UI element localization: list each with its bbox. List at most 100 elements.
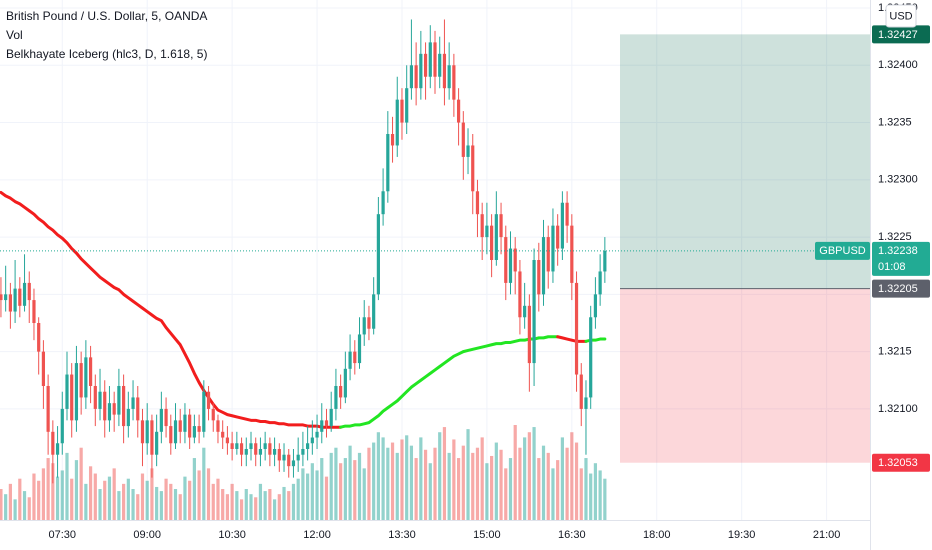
candle-body [508, 248, 513, 283]
volume-bar [254, 497, 258, 520]
candle-body [27, 282, 31, 301]
candle-body [8, 294, 12, 312]
candle-body [466, 145, 470, 157]
volume-bar [405, 435, 409, 520]
volume-bar [513, 425, 517, 520]
volume-bar [88, 466, 93, 520]
volume-bar [593, 463, 598, 520]
candle-body [145, 420, 149, 444]
volume-bar [18, 478, 22, 520]
volume-bar [122, 483, 126, 520]
volume-bar [60, 470, 64, 520]
x-tick-label: 18:00 [643, 529, 671, 541]
volume-bar [268, 489, 272, 520]
volume-bar [579, 468, 583, 520]
candle-body [173, 420, 178, 444]
volume-bar [188, 480, 192, 520]
x-tick-label: 12:00 [303, 529, 331, 541]
candle-body [164, 408, 168, 427]
volume-bar [518, 447, 522, 520]
volume-bar [55, 476, 60, 520]
volume-bar [46, 458, 50, 520]
x-tick-label: 16:30 [558, 529, 586, 541]
candle-body [22, 282, 27, 306]
candle-body [324, 420, 329, 427]
last-price-label: 1.32238 [878, 245, 918, 257]
candle-body [51, 431, 55, 455]
candle-body [438, 53, 442, 77]
volume-bar [197, 470, 201, 520]
candle-body [320, 420, 324, 432]
candle-body [230, 443, 234, 449]
volume-bar [362, 468, 366, 520]
currency-label[interactable]: USD [889, 10, 912, 22]
candle-body [574, 282, 579, 375]
candle-body [88, 357, 93, 386]
candle-body [490, 225, 494, 260]
volume-bar [178, 494, 182, 520]
volume-bar [22, 491, 27, 520]
volume-bar [117, 491, 121, 520]
loss-zone [620, 288, 870, 463]
volume-bar [225, 494, 230, 520]
volume-bar [537, 458, 541, 520]
entry-tag [872, 279, 930, 298]
candle-body [70, 374, 74, 421]
candle-body [541, 237, 546, 295]
volume-bar [79, 447, 83, 520]
volume-bar [296, 478, 300, 520]
volume-bar [136, 494, 140, 520]
volume-bar [221, 489, 225, 520]
volume-bar [603, 478, 607, 520]
volume-bar [433, 447, 437, 520]
candle-body [499, 214, 503, 238]
candle-body [390, 134, 395, 146]
candle-body [409, 65, 414, 89]
candle-body [254, 443, 258, 455]
volume-bar [27, 497, 31, 520]
volume-bar [315, 470, 319, 520]
volume-bar [584, 458, 588, 520]
volume-bar [244, 489, 248, 520]
volume-bar [277, 494, 281, 520]
candle-body [263, 443, 267, 449]
x-tick-label: 10:30 [218, 529, 246, 541]
volume-bar [263, 491, 267, 520]
candle-body [461, 122, 465, 157]
volume-bar [291, 483, 296, 520]
candle-body [357, 334, 362, 364]
volume-bar [230, 483, 234, 520]
candle-body [339, 385, 343, 398]
volume-bar [386, 447, 390, 520]
entry-label: 1.32205 [878, 283, 918, 295]
volume-bar [155, 486, 159, 520]
indicator-line [556, 335, 588, 343]
volume-bar [206, 468, 211, 520]
volume-bar [32, 473, 36, 520]
candle-body [532, 260, 536, 364]
currency-button[interactable] [885, 4, 917, 28]
candle-body [433, 42, 437, 77]
candle-body [79, 363, 83, 398]
candle-body [268, 443, 272, 455]
volume-bar [41, 468, 46, 520]
volume-bar [202, 447, 206, 520]
y-tick-label: 1.3235 [878, 116, 912, 128]
candle-body [456, 99, 461, 123]
indicator-line [0, 190, 343, 429]
plot-area [0, 0, 870, 520]
volume-bar [126, 478, 130, 520]
volume-bar [570, 432, 574, 520]
volume-bar [494, 442, 498, 520]
candle-body [239, 443, 244, 455]
candle-body [272, 448, 277, 455]
volume-bar [461, 445, 465, 520]
volume-bar [546, 452, 550, 520]
volume-bar [452, 439, 456, 520]
candle-body [414, 65, 418, 89]
volume-bar [372, 442, 376, 520]
volume-bar [357, 452, 362, 520]
candle-body [65, 374, 69, 409]
x-tick-label: 19:30 [728, 529, 756, 541]
